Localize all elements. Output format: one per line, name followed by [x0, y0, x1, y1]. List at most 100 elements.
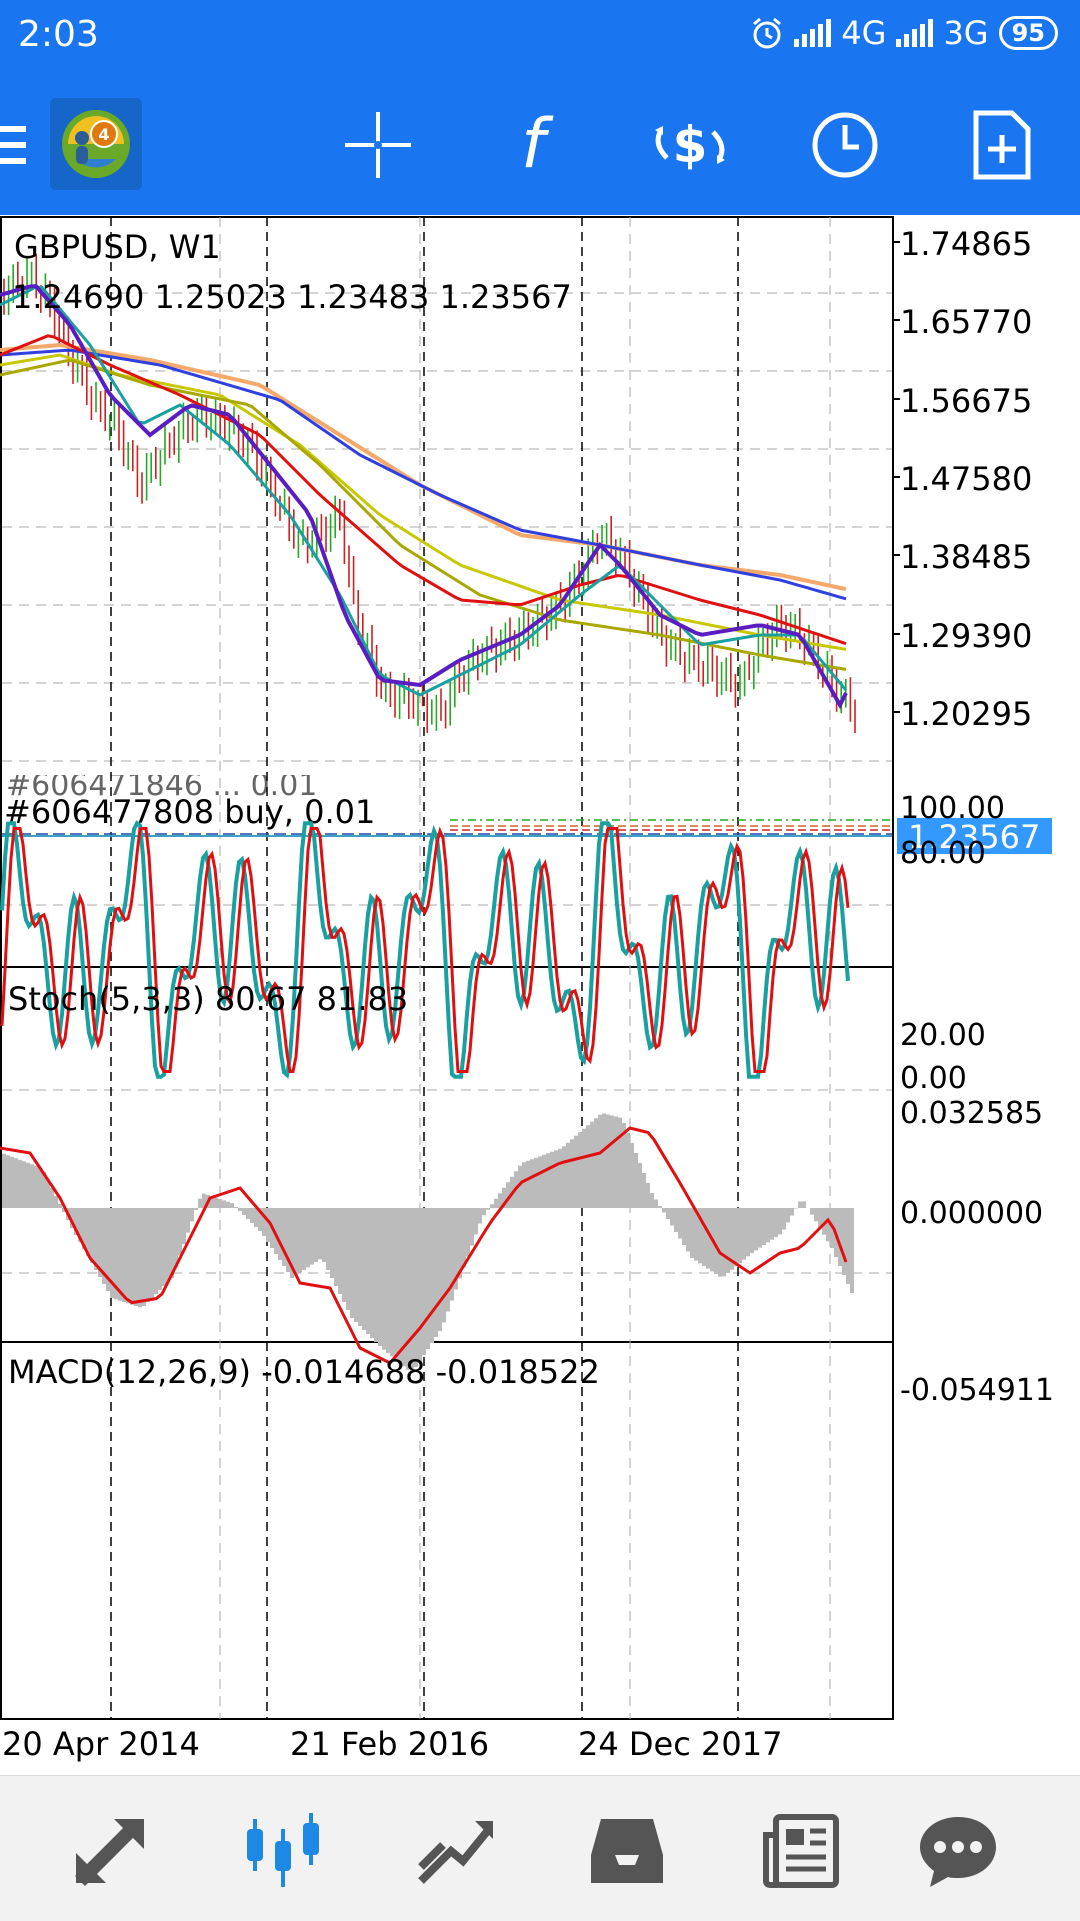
macd-bar [838, 1208, 842, 1266]
macd-bar [262, 1208, 266, 1236]
macd-bar [846, 1208, 850, 1284]
crosshair-button[interactable] [333, 100, 423, 190]
macd-bar [538, 1156, 542, 1208]
macd-bar [294, 1208, 298, 1276]
ma-red-line [0, 334, 847, 646]
macd-bar [610, 1115, 614, 1208]
macd-bar [590, 1121, 594, 1208]
macd-bar [558, 1148, 562, 1208]
timeframe-button[interactable] [800, 100, 890, 190]
macd-bar [434, 1208, 438, 1337]
nav-news[interactable] [755, 1806, 845, 1896]
macd-bar [158, 1208, 162, 1290]
indicators-button[interactable]: f [488, 100, 578, 190]
macd-bar [466, 1208, 470, 1257]
macd-bar [462, 1208, 466, 1268]
macd-bar [794, 1208, 798, 1209]
macd-bar [366, 1208, 370, 1334]
macd-bar [210, 1196, 214, 1208]
macd-bar [746, 1208, 750, 1257]
macd-bar [498, 1193, 502, 1208]
macd-bar [274, 1208, 278, 1254]
order-label[interactable]: #606477808 buy, 0.01 [4, 793, 375, 831]
macd-bar [238, 1208, 242, 1211]
macd-bar [850, 1208, 854, 1293]
macd-bar [62, 1208, 66, 1212]
macd-signal-line [0, 1126, 848, 1365]
chart-area[interactable]: GBPUSD, W1 1.24690 1.25023 1.23483 1.235… [0, 215, 1080, 1775]
nav-history[interactable] [582, 1806, 672, 1896]
macd-bar [54, 1196, 58, 1208]
macd-bar [30, 1164, 34, 1208]
macd-histogram [2, 1113, 854, 1373]
macd-bar [34, 1165, 38, 1208]
newspaper-icon [763, 1814, 839, 1888]
macd-bar [94, 1208, 98, 1270]
macd-signal-line [0, 1126, 848, 1365]
macd-bar [342, 1208, 346, 1302]
top-toolbar: 4 f $ [0, 75, 1080, 215]
macd-bar [386, 1208, 390, 1353]
macd-bar [398, 1208, 402, 1363]
macd-bar [634, 1153, 638, 1208]
price-axis: 1.74865 1.65770 1.56675 1.47580 1.38485 1.293… [893, 225, 1032, 733]
svg-text:f: f [521, 105, 554, 184]
macd-bar [298, 1208, 302, 1273]
macd-bar [186, 1208, 190, 1233]
macd-bar [138, 1208, 142, 1308]
menu-button[interactable] [0, 100, 40, 190]
macd-bar [450, 1208, 454, 1301]
macd-bar [706, 1208, 710, 1269]
macd-bar [314, 1208, 318, 1262]
macd-bar [286, 1208, 290, 1272]
macd-bar [150, 1208, 154, 1298]
macd-bar [174, 1208, 178, 1267]
macd-bar [302, 1208, 306, 1270]
macd-bar [442, 1208, 446, 1323]
macd-bar [126, 1208, 130, 1304]
nav-messages[interactable] [913, 1806, 1003, 1896]
macd-bar [258, 1208, 262, 1231]
macd-bar [550, 1151, 554, 1208]
macd-bar [790, 1208, 794, 1216]
chart-canvas[interactable]: GBPUSD, W1 1.24690 1.25023 1.23483 1.235… [0, 215, 1080, 1775]
macd-bar [714, 1208, 718, 1274]
macd-bar [630, 1143, 634, 1208]
macd-tick-label: 0.032585 [900, 1096, 1043, 1131]
macd-bar [10, 1156, 14, 1208]
macd-bar [114, 1208, 118, 1300]
ma-teal-line [0, 285, 848, 697]
macd-bar [618, 1117, 622, 1208]
new-order-button[interactable]: $ [645, 100, 735, 190]
macd-bar [370, 1208, 374, 1338]
macd-bar [410, 1208, 414, 1373]
macd-bar [86, 1208, 90, 1256]
macd-bar [778, 1208, 782, 1235]
macd-label: MACD(12,26,9) -0.014688 -0.018522 [8, 1353, 600, 1391]
macd-bar [170, 1208, 174, 1278]
svg-text:4: 4 [98, 125, 109, 144]
templates-button[interactable] [957, 100, 1047, 190]
macd-bar [546, 1153, 550, 1208]
macd-bar [22, 1161, 26, 1208]
macd-bar [518, 1165, 522, 1208]
macd-bar [38, 1167, 42, 1208]
crosshair-icon [345, 112, 411, 178]
mt4-logo-button[interactable]: 4 [50, 98, 142, 190]
macd-bar [254, 1208, 258, 1227]
macd-bar [642, 1173, 646, 1208]
macd-bar [750, 1208, 754, 1253]
nav-chart[interactable] [238, 1806, 328, 1896]
ma-orange-line [0, 342, 847, 592]
macd-bar [178, 1208, 182, 1256]
nav-quotes[interactable] [65, 1806, 155, 1896]
macd-bar [522, 1162, 526, 1208]
battery-indicator: 95 [998, 16, 1058, 50]
macd-bar [566, 1142, 570, 1208]
dollar-exchange-icon: $ [655, 116, 725, 174]
stoch-tick-label: 80.00 [900, 836, 986, 871]
stochastic-lines [0, 820, 850, 1079]
macd-bar [26, 1162, 30, 1208]
function-icon: f [521, 105, 554, 184]
nav-trade[interactable] [410, 1806, 500, 1896]
